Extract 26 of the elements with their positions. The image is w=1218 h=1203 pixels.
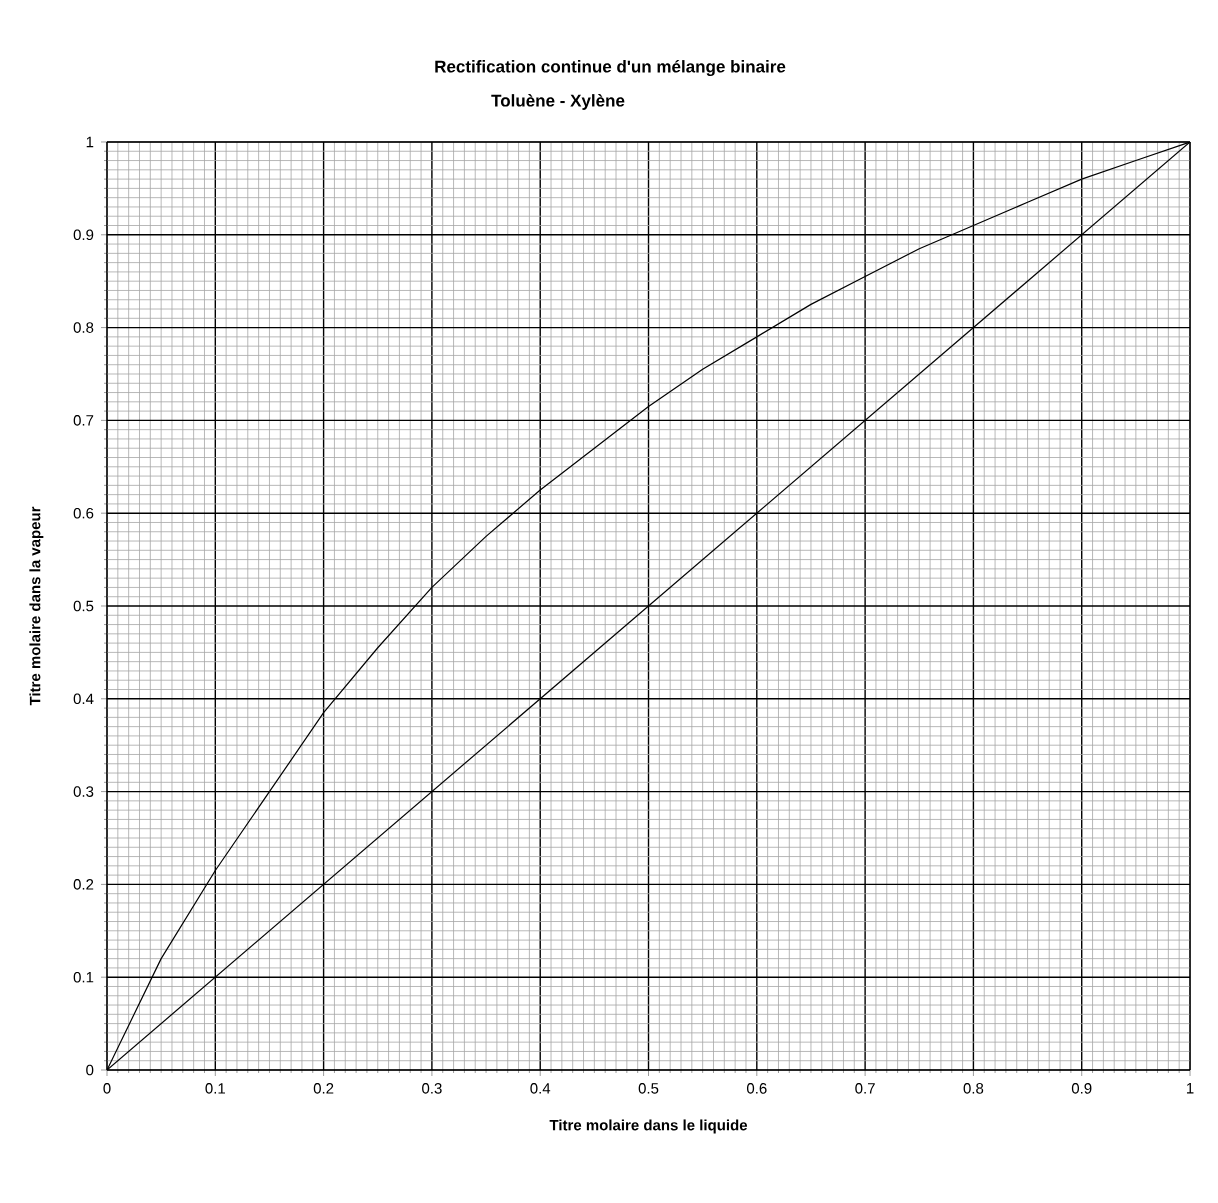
y-tick-label: 0.4 (73, 693, 94, 705)
y-tick-label: 1 (86, 136, 94, 148)
y-tick-label: 0.9 (73, 229, 94, 241)
y-tick-label: 0.2 (73, 879, 94, 890)
y-tick-label: 0.6 (73, 507, 94, 519)
y-tick-label: 0.8 (73, 322, 94, 333)
x-tick-label: 0.6 (746, 1083, 767, 1094)
y-tick-label: 0.5 (73, 600, 94, 612)
x-tick-label: 0.4 (530, 1083, 551, 1094)
x-tick-label: 1 (1186, 1083, 1194, 1094)
x-tick-label: 0.1 (205, 1083, 226, 1094)
y-tick-label: 0.1 (73, 971, 94, 983)
x-tick-label: 0.8 (963, 1083, 984, 1094)
x-tick-label: 0.3 (422, 1083, 442, 1094)
y-tick-label: 0 (86, 1064, 94, 1076)
x-tick-label: 0.5 (638, 1083, 659, 1094)
chart-subtitle: Toluène - Xylène (491, 93, 625, 110)
x-tick-label: 0.2 (313, 1083, 334, 1094)
x-tick-label: 0 (103, 1083, 111, 1094)
chart-title: Rectification continue d'un mélange binaire (435, 59, 786, 77)
x-tick-label: 0.9 (1071, 1083, 1092, 1094)
x-axis-title: Titre molaire dans le liquide (549, 1119, 748, 1134)
y-tick-label: 0.7 (73, 415, 94, 426)
x-tick-label: 0.7 (855, 1083, 875, 1094)
y-tick-label: 0.3 (73, 786, 94, 797)
y-axis-title: Titre molaire dans la vapeur (29, 506, 44, 706)
